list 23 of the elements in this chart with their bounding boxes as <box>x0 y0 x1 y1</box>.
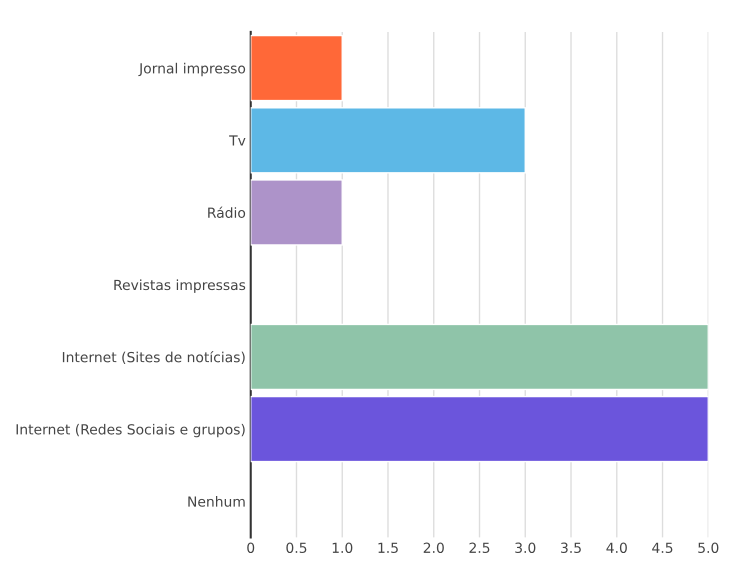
bar <box>250 179 343 246</box>
x-tick-label: 1.0 <box>332 542 352 554</box>
x-tick-label: 4.5 <box>652 542 672 554</box>
x-tick-label: 0 <box>247 542 254 554</box>
x-tick-label: 3.0 <box>515 542 536 554</box>
bar <box>250 107 526 174</box>
y-tick-label: Internet (Redes Sociais e grupos) <box>16 424 245 438</box>
x-tick-label: 1.5 <box>378 542 398 554</box>
y-tick-label: Internet (Sites de notícias) <box>62 351 245 364</box>
x-tick-label: 2.5 <box>469 542 490 554</box>
y-tick-label: Jornal impresso <box>138 62 246 76</box>
x-tick-label: 3.5 <box>561 542 581 554</box>
bar <box>250 396 708 462</box>
x-tick-label: 5.0 <box>698 542 718 554</box>
y-tick-label: Revistas impressas <box>114 279 246 293</box>
y-tick-label: Rádio <box>208 206 246 218</box>
x-tick-label: 0.5 <box>286 542 306 554</box>
y-tick-label: Tv <box>229 135 246 146</box>
x-tick-label: 2.0 <box>424 542 444 554</box>
y-tick-label: Nenhum <box>188 496 245 507</box>
bar <box>250 324 708 390</box>
x-tick-label: 4.0 <box>606 542 627 554</box>
bar <box>250 34 343 102</box>
